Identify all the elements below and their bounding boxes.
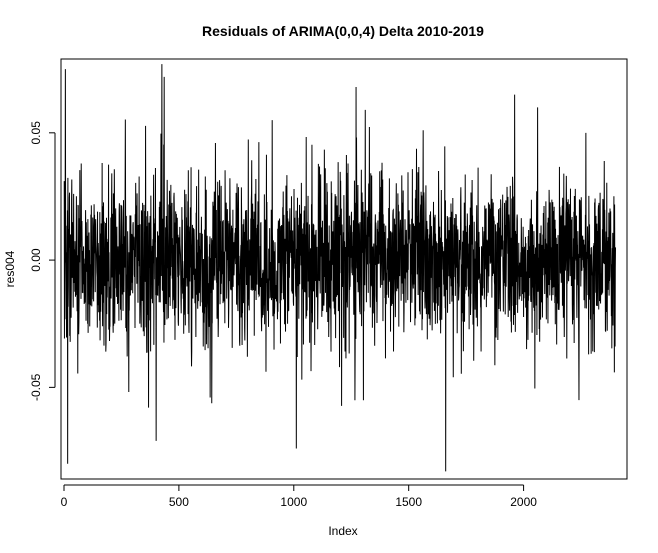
- x-axis: 0 500 1000 1500 2000: [61, 484, 537, 509]
- x-tick-label: 1000: [280, 495, 307, 509]
- x-tick-label: 500: [169, 495, 189, 509]
- x-tick-label: 1500: [395, 495, 422, 509]
- y-tick-label: 0.00: [29, 248, 43, 272]
- chart-title: Residuals of ARIMA(0,0,4) Delta 2010-201…: [202, 23, 484, 39]
- residual-series: [63, 64, 617, 472]
- y-axis: -0.05 0.00 0.05: [29, 121, 56, 401]
- residual-line: [63, 64, 617, 472]
- x-axis-label: Index: [328, 524, 357, 538]
- y-tick-label: -0.05: [29, 373, 43, 401]
- plot-frame: [60, 58, 628, 480]
- x-tick-label: 0: [61, 495, 68, 509]
- x-tick-label: 2000: [510, 495, 537, 509]
- y-axis-label: res004: [3, 250, 17, 287]
- y-tick-label: 0.05: [29, 121, 43, 145]
